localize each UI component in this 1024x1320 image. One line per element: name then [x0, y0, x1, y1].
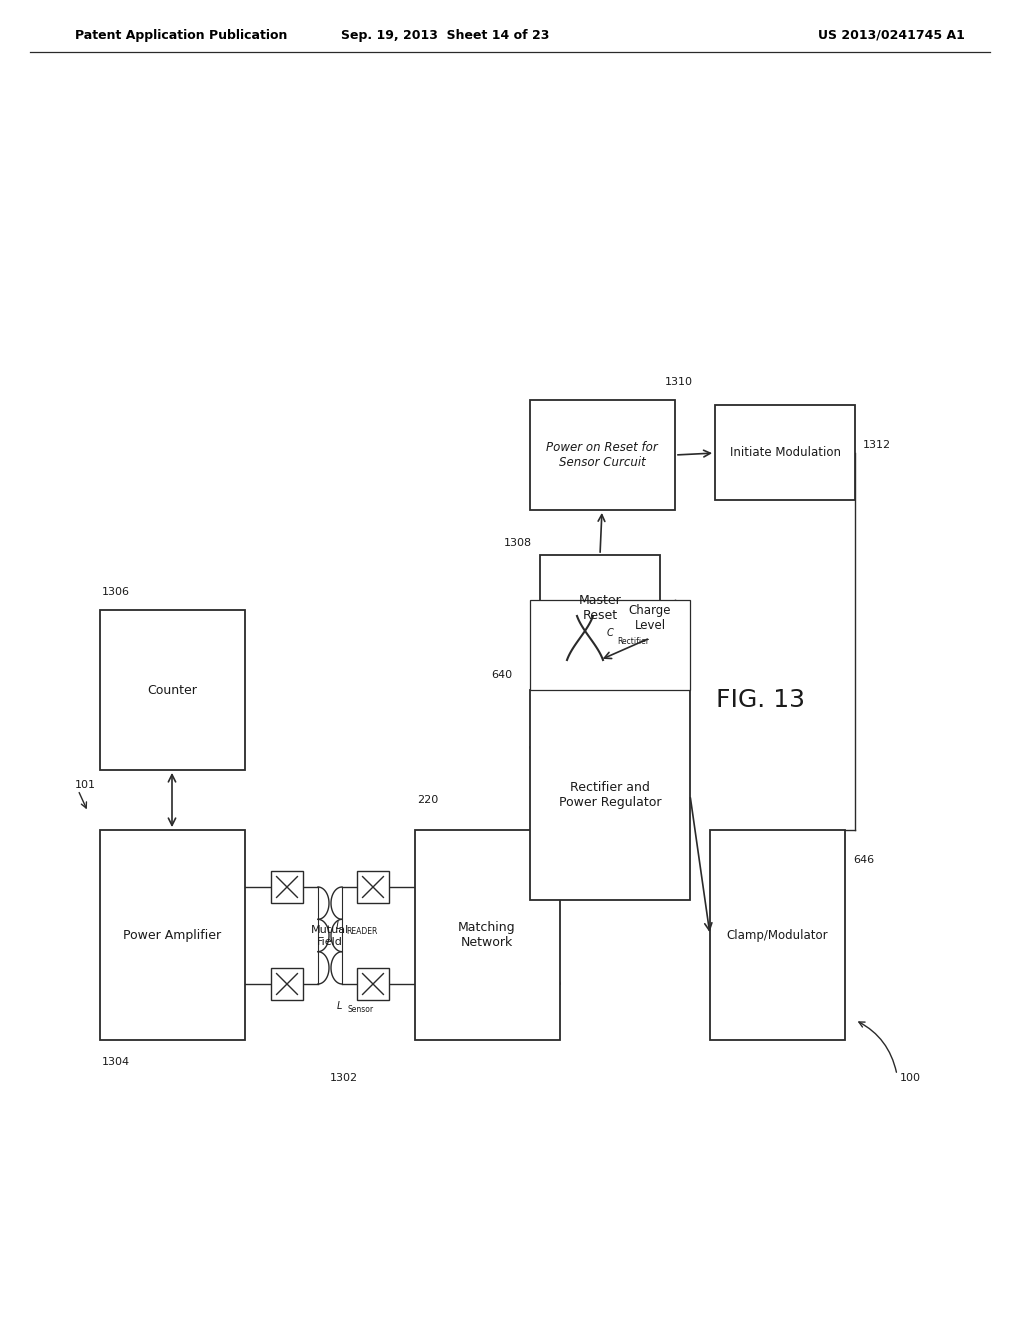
- Bar: [271, 871, 303, 903]
- Text: Counter: Counter: [147, 684, 197, 697]
- Bar: [100, 830, 245, 1040]
- Bar: [715, 405, 855, 500]
- Text: C: C: [607, 628, 613, 638]
- Text: L: L: [337, 1001, 342, 1011]
- Bar: [357, 871, 389, 903]
- Bar: [357, 968, 389, 1001]
- Text: Initiate Modulation: Initiate Modulation: [729, 446, 841, 459]
- Text: 1312: 1312: [863, 440, 891, 450]
- Text: Power Amplifier: Power Amplifier: [123, 928, 221, 941]
- Text: 1310: 1310: [665, 378, 693, 387]
- Text: Patent Application Publication: Patent Application Publication: [75, 29, 288, 41]
- Text: Power on Reset for
Sensor Curcuit: Power on Reset for Sensor Curcuit: [546, 441, 657, 469]
- Bar: [271, 968, 303, 1001]
- Text: Rectifier and
Power Regulator: Rectifier and Power Regulator: [559, 781, 662, 809]
- Bar: [415, 830, 560, 1040]
- Bar: [530, 601, 690, 690]
- Text: 1302: 1302: [330, 1073, 358, 1082]
- Text: 1306: 1306: [102, 587, 130, 597]
- Text: Master
Reset: Master Reset: [579, 594, 622, 622]
- Text: Mutual
Field: Mutual Field: [311, 925, 349, 946]
- Bar: [100, 610, 245, 770]
- Text: Matching
Network: Matching Network: [458, 921, 516, 949]
- Bar: [530, 690, 690, 900]
- Text: 1304: 1304: [102, 1057, 130, 1067]
- Text: 1308: 1308: [504, 539, 532, 548]
- Text: READER: READER: [346, 928, 378, 936]
- Text: Sensor: Sensor: [347, 1006, 373, 1015]
- Text: FIG. 13: FIG. 13: [716, 688, 805, 711]
- Text: 220: 220: [417, 795, 438, 805]
- Text: Sep. 19, 2013  Sheet 14 of 23: Sep. 19, 2013 Sheet 14 of 23: [341, 29, 549, 41]
- Text: 100: 100: [900, 1073, 921, 1082]
- Bar: [530, 400, 675, 510]
- Text: 640: 640: [490, 671, 512, 680]
- Text: 101: 101: [75, 780, 96, 789]
- Bar: [710, 830, 845, 1040]
- Text: L: L: [336, 921, 341, 931]
- Text: US 2013/0241745 A1: US 2013/0241745 A1: [818, 29, 965, 41]
- Bar: [540, 554, 660, 660]
- Text: Clamp/Modulator: Clamp/Modulator: [726, 928, 827, 941]
- Text: Rectifier: Rectifier: [617, 638, 649, 647]
- Text: Charge
Level: Charge Level: [629, 605, 672, 632]
- Text: 646: 646: [853, 855, 874, 865]
